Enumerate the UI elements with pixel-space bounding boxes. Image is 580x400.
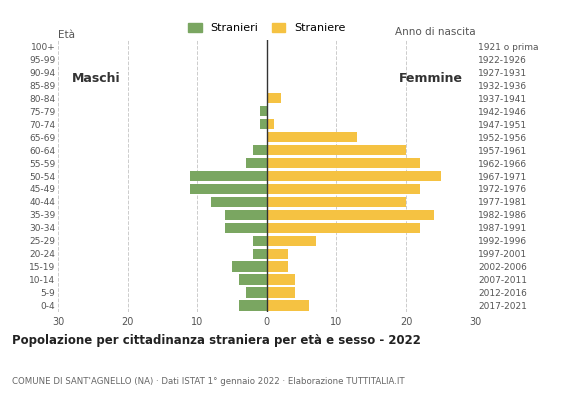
Bar: [253, 145, 267, 155]
Bar: [232, 262, 267, 272]
Bar: [267, 236, 316, 246]
Bar: [211, 197, 267, 207]
Bar: [246, 158, 267, 168]
Bar: [267, 158, 420, 168]
Bar: [253, 236, 267, 246]
Bar: [190, 171, 267, 181]
Bar: [267, 119, 274, 129]
Legend: Stranieri, Straniere: Stranieri, Straniere: [184, 18, 350, 38]
Bar: [225, 210, 267, 220]
Text: Età: Età: [58, 30, 75, 40]
Bar: [225, 223, 267, 233]
Bar: [260, 119, 267, 129]
Bar: [267, 300, 309, 311]
Bar: [260, 106, 267, 116]
Bar: [239, 300, 267, 311]
Bar: [246, 287, 267, 298]
Bar: [267, 287, 295, 298]
Bar: [267, 274, 295, 285]
Text: Maschi: Maschi: [72, 72, 121, 85]
Bar: [253, 248, 267, 259]
Text: Anno di nascita: Anno di nascita: [395, 27, 476, 37]
Bar: [267, 210, 434, 220]
Text: Femmine: Femmine: [399, 72, 463, 85]
Bar: [267, 145, 406, 155]
Bar: [239, 274, 267, 285]
Bar: [267, 197, 406, 207]
Bar: [267, 223, 420, 233]
Bar: [267, 93, 281, 104]
Bar: [267, 184, 420, 194]
Text: Popolazione per cittadinanza straniera per età e sesso - 2022: Popolazione per cittadinanza straniera p…: [12, 334, 420, 347]
Text: COMUNE DI SANT'AGNELLO (NA) · Dati ISTAT 1° gennaio 2022 · Elaborazione TUTTITAL: COMUNE DI SANT'AGNELLO (NA) · Dati ISTAT…: [12, 377, 404, 386]
Bar: [267, 262, 288, 272]
Bar: [267, 132, 357, 142]
Bar: [267, 171, 441, 181]
Bar: [190, 184, 267, 194]
Bar: [267, 248, 288, 259]
